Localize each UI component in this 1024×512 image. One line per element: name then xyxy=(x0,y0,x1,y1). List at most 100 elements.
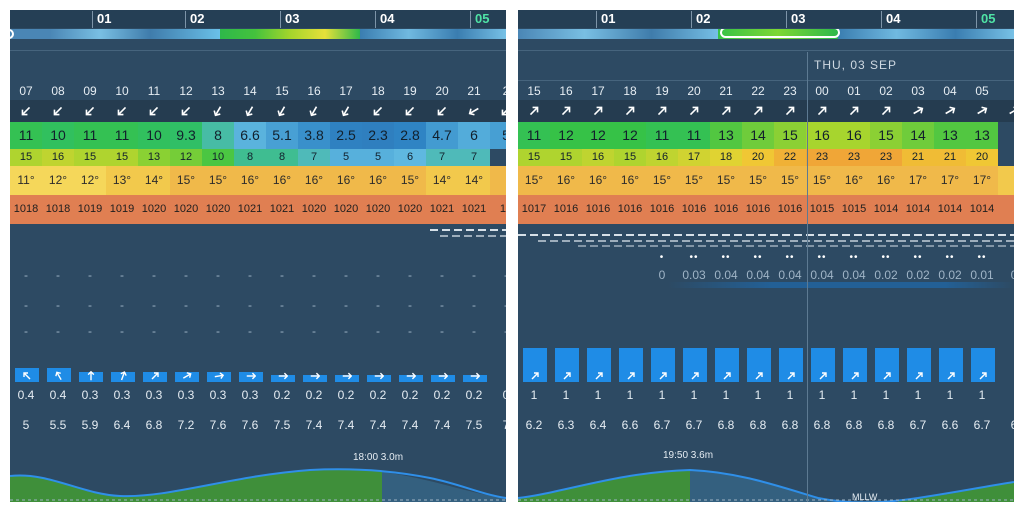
rain-amount: 0.02 xyxy=(874,268,898,282)
hour-label: 09 xyxy=(83,84,97,98)
day-tab-03[interactable]: 03 xyxy=(786,11,805,28)
swell-height: 0.4 xyxy=(49,388,67,402)
rain-empty: - xyxy=(120,298,124,312)
hour-label: 01 xyxy=(847,84,861,98)
swell-direction-icon xyxy=(787,372,795,380)
rain-amount: 0.04 xyxy=(842,268,866,282)
tide-curve xyxy=(10,468,506,502)
wind-arrow-icon xyxy=(170,101,202,121)
pressure: 1020 xyxy=(298,195,330,224)
rain-empty: - xyxy=(472,298,476,312)
rain-empty: - xyxy=(490,324,506,338)
rain-empty: - xyxy=(56,268,60,282)
wind-speed: 9.3 xyxy=(170,122,202,149)
temperature: 15° xyxy=(202,166,234,195)
rain-empty: - xyxy=(280,298,284,312)
rain-empty: - xyxy=(472,268,476,282)
swell-height: 0.3 xyxy=(177,388,195,402)
swell-direction-icon xyxy=(374,372,384,380)
swell-bar xyxy=(207,372,231,382)
hour-label: 17 xyxy=(591,84,605,98)
swell-height-row: 1 1 1 1 1 1 1 1 1 1 1 1 1 1 1 xyxy=(518,388,1014,408)
wind-gust: 5 xyxy=(330,149,362,166)
temperature: 13° xyxy=(106,166,138,195)
overview-strip[interactable] xyxy=(10,29,506,39)
swell-direction-icon xyxy=(819,372,827,380)
temperature: 15° xyxy=(774,166,806,195)
swell-height: 0.2 xyxy=(433,388,451,402)
swell-period: 7.6 xyxy=(209,418,227,432)
pressure: 1016 xyxy=(550,195,582,224)
swell-period: 6.3 xyxy=(557,418,575,432)
hour-label: 15 xyxy=(527,84,541,98)
rain-drop-icon: •• xyxy=(785,252,795,263)
swell-bar xyxy=(587,348,611,382)
wind-speed: 4.7 xyxy=(426,122,458,149)
overview-handle[interactable] xyxy=(10,29,14,39)
rain-drop-icon: •• xyxy=(689,252,699,263)
wind-arrow-icon xyxy=(362,101,394,121)
overview-strip[interactable] xyxy=(518,29,1014,39)
wind-arrow-icon xyxy=(582,101,614,121)
swell-height: 0.2 xyxy=(337,388,355,402)
swell-period: 7 xyxy=(490,418,506,432)
swell-period: 6.7 xyxy=(909,418,927,432)
day-tab-05[interactable]: 05 xyxy=(976,11,995,28)
wind-speed: 10 xyxy=(42,122,74,149)
day-tab-04[interactable]: 04 xyxy=(375,11,394,28)
temperature: 16° xyxy=(614,166,646,195)
swell-height: 1 xyxy=(946,388,954,402)
wind-speed: 13 xyxy=(966,122,998,149)
swell-bar xyxy=(683,348,707,382)
wind-gust: 15 xyxy=(106,149,138,166)
day-tab-01[interactable]: 01 xyxy=(596,11,615,28)
temperature: 15° xyxy=(742,166,774,195)
wind-gust: 18 xyxy=(710,149,742,166)
swell-bar xyxy=(15,368,39,382)
wind-gust: 23 xyxy=(838,149,870,166)
wind-arrow-icon xyxy=(710,101,742,121)
rain-empty: - xyxy=(440,298,444,312)
rain-row: ---------------- xyxy=(10,268,506,288)
pressure: 1021 xyxy=(426,195,458,224)
swell-bar xyxy=(907,348,931,382)
rain-empty: - xyxy=(472,324,476,338)
pressure: 1016 xyxy=(710,195,742,224)
day-separator xyxy=(807,52,808,502)
rain-empty: - xyxy=(376,268,380,282)
wind-speed-row: 11 10 11 11 10 9.3 8 6.6 5.1 3.8 2.5 2.3 2.8 4.7 6 5 xyxy=(10,122,506,149)
swell-bar xyxy=(175,372,199,382)
rain-icons-row: • •• •• •• •• •• •• •• •• •• •• xyxy=(518,250,1014,270)
wind-speed: 11 xyxy=(678,122,710,149)
rain-amount: 0.04 xyxy=(746,268,770,282)
day-tab-04[interactable]: 04 xyxy=(881,11,900,28)
wind-arrow-icon xyxy=(266,101,298,121)
rain-empty: - xyxy=(248,268,252,282)
temperature: 16° xyxy=(582,166,614,195)
wind-speed: 11 xyxy=(74,122,106,149)
swell-bar xyxy=(271,372,295,382)
wind-arrow-icon xyxy=(202,101,234,121)
rain-empty: - xyxy=(344,324,348,338)
day-tab-05[interactable]: 05 xyxy=(470,11,489,28)
temperature: 15° xyxy=(394,166,426,195)
day-tab-01[interactable]: 01 xyxy=(92,11,111,28)
wind-arrow-icon xyxy=(458,101,490,121)
rain-empty: - xyxy=(56,324,60,338)
swell-direction-icon xyxy=(55,371,62,381)
swell-direction-icon xyxy=(691,372,699,380)
day-tab-02[interactable]: 02 xyxy=(691,11,710,28)
swell-period: 6 xyxy=(998,418,1014,432)
rain-drop-icon: •• xyxy=(849,252,859,263)
rain-empty: - xyxy=(440,324,444,338)
day-tab-02[interactable]: 02 xyxy=(185,11,204,28)
swell-period: 6.7 xyxy=(973,418,991,432)
rain-empty: - xyxy=(248,298,252,312)
rain-row-2: ---------------- xyxy=(10,298,506,318)
tide-curve xyxy=(518,468,1014,502)
wind-gust xyxy=(490,149,506,166)
swell-height: 0.2 xyxy=(465,388,483,402)
day-tab-03[interactable]: 03 xyxy=(280,11,299,28)
swell-bar xyxy=(779,348,803,382)
overview-selection[interactable] xyxy=(720,29,840,38)
